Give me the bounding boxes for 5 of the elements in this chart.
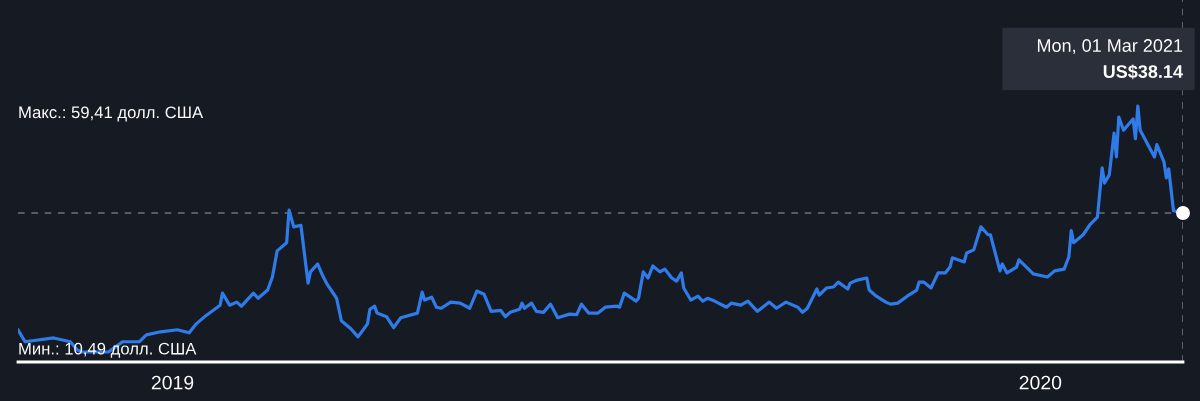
- x-tick-label: 2020: [1019, 375, 1062, 390]
- x-tick-label: 2019: [151, 375, 194, 390]
- text: US$38.14: [1103, 64, 1183, 80]
- text: Mon, 01 Mar 2021: [1037, 39, 1183, 55]
- annotation: Макс.: 59,41 долл. США: [19, 106, 204, 122]
